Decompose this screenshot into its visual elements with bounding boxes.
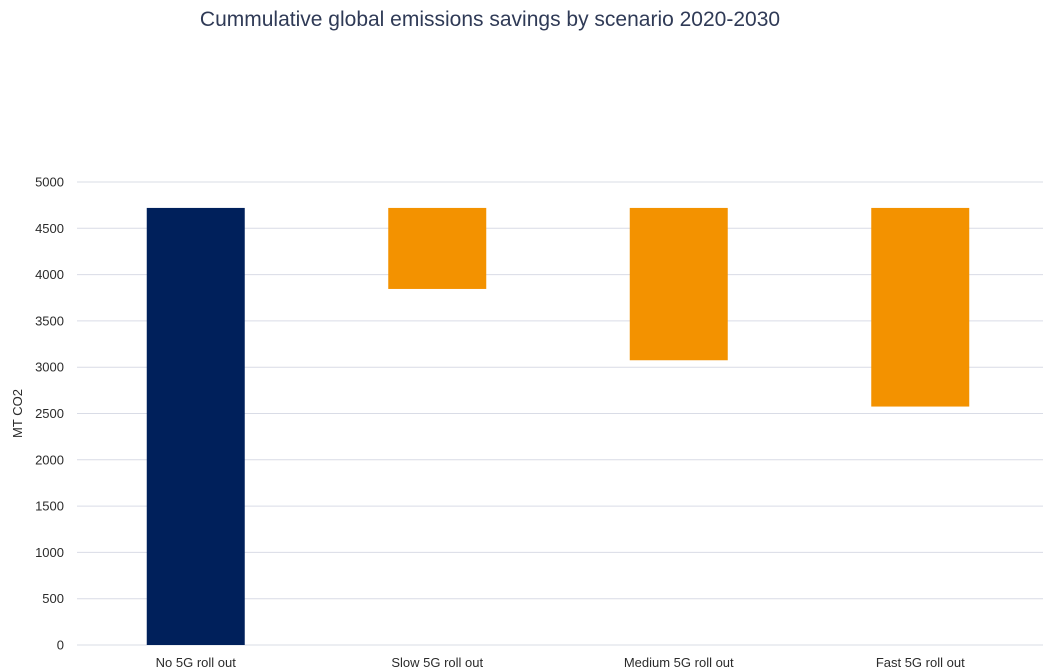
chart-title: Cummulative global emissions savings by … xyxy=(199,8,781,31)
y-axis-title: MT CO2 xyxy=(10,389,25,438)
x-category-label: Fast 5G roll out xyxy=(876,655,965,670)
x-category-label: Slow 5G roll out xyxy=(391,655,483,670)
y-tick-label: 2000 xyxy=(35,452,64,467)
y-tick-label: 500 xyxy=(42,591,64,606)
y-tick-label: 2500 xyxy=(35,406,64,421)
bar-fast-5g-roll-out xyxy=(871,207,970,407)
y-tick-label: 1500 xyxy=(35,499,64,514)
y-tick-label: 4500 xyxy=(35,221,64,236)
y-tick-label: 3500 xyxy=(35,313,64,328)
x-axis-categories: No 5G roll out Slow 5G roll out Medium 5G … xyxy=(156,655,965,670)
bar-medium-5g-roll-out xyxy=(629,207,728,361)
y-tick-label: 5000 xyxy=(35,175,64,190)
y-tick-label: 4000 xyxy=(35,267,64,282)
x-category-label: No 5G roll out xyxy=(156,655,237,670)
y-tick-label: 0 xyxy=(57,638,64,653)
x-category-label: Medium 5G roll out xyxy=(624,655,734,670)
y-axis-ticks: 0 500 1000 1500 2000 2500 3000 3500 4000 4500 5000 xyxy=(35,175,64,653)
y-tick-label: 3000 xyxy=(35,360,64,375)
bars xyxy=(146,207,970,646)
bar-no-5g-roll-out xyxy=(146,207,245,646)
bar-slow-5g-roll-out xyxy=(388,207,487,289)
y-tick-label: 1000 xyxy=(35,545,64,560)
